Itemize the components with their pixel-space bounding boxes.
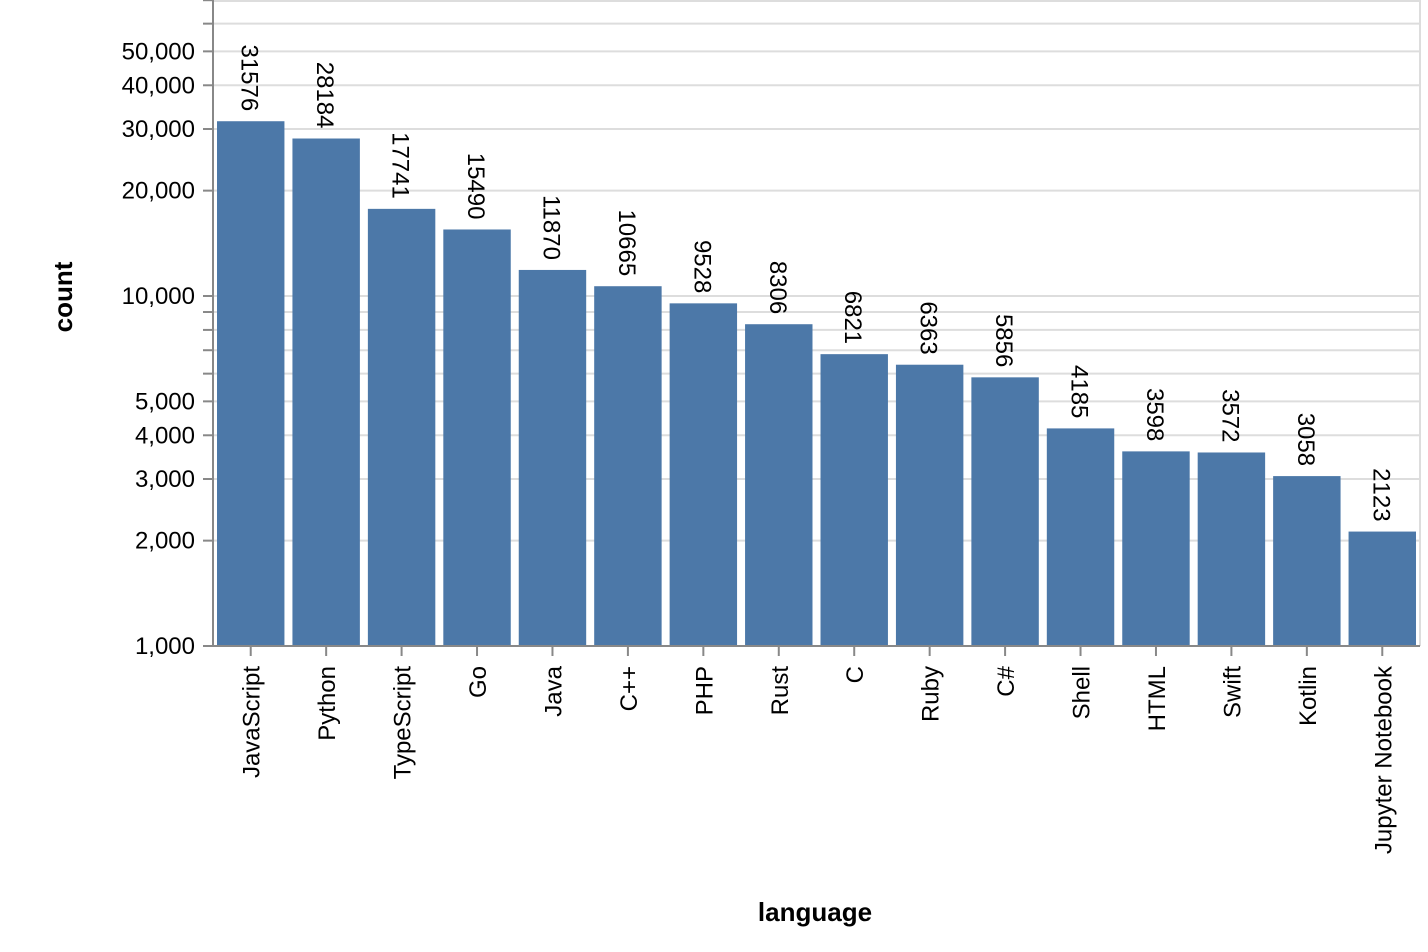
y-tick-label: 40,000 <box>122 72 195 99</box>
bar-typescript[interactable] <box>368 209 435 646</box>
bar-swift[interactable] <box>1198 452 1265 646</box>
x-tick-label: Swift <box>1219 666 1246 718</box>
x-tick-label: Go <box>465 666 492 698</box>
x-tick-label: TypeScript <box>390 666 417 780</box>
data-label: 2123 <box>1367 468 1394 521</box>
y-axis-title: count <box>48 261 78 332</box>
data-label: 11870 <box>537 195 564 260</box>
y-tick-label: 5,000 <box>135 388 195 415</box>
y-tick-label: 10,000 <box>122 283 195 310</box>
x-tick-label: Ruby <box>918 666 945 722</box>
data-label: 5856 <box>990 314 1017 367</box>
data-label: 3572 <box>1216 389 1243 442</box>
data-label: 4185 <box>1066 365 1093 418</box>
x-axis-title: language <box>758 897 872 927</box>
bar-c-[interactable] <box>594 286 661 646</box>
data-label: 3598 <box>1141 388 1168 441</box>
y-tick-label: 2,000 <box>135 528 195 555</box>
bar-shell[interactable] <box>1047 428 1114 646</box>
bar-php[interactable] <box>670 303 737 646</box>
x-tick-label: Java <box>540 665 567 716</box>
y-tick-label: 4,000 <box>135 422 195 449</box>
x-tick-label: Jupyter Notebook <box>1370 665 1397 854</box>
data-label: 9528 <box>688 240 715 293</box>
bar-javascript[interactable] <box>217 121 284 646</box>
bar-go[interactable] <box>443 229 510 646</box>
y-tick-label: 20,000 <box>122 178 195 205</box>
x-tick-label: JavaScript <box>239 666 266 778</box>
x-tick-label: C++ <box>616 666 643 711</box>
data-label: 3058 <box>1292 413 1319 466</box>
x-tick-label: Rust <box>767 666 794 716</box>
y-tick-label: 3,000 <box>135 466 195 493</box>
data-label: 15490 <box>462 153 489 220</box>
x-tick-label: Shell <box>1069 666 1096 719</box>
x-tick-label: PHP <box>691 666 718 715</box>
bar-html[interactable] <box>1122 451 1189 646</box>
data-label: 31576 <box>236 44 263 111</box>
x-tick-label: C <box>842 666 869 683</box>
x-tick-label: C# <box>993 665 1020 696</box>
data-label: 6363 <box>915 301 942 354</box>
y-tick-label: 1,000 <box>135 633 195 660</box>
data-label: 10665 <box>613 209 640 276</box>
y-tick-label: 30,000 <box>122 116 195 143</box>
bar-kotlin[interactable] <box>1273 476 1340 646</box>
bar-layer <box>217 121 1416 646</box>
bar-c-[interactable] <box>971 377 1038 646</box>
x-tick-label: Kotlin <box>1295 666 1322 726</box>
data-label: 6821 <box>839 291 866 344</box>
bar-rust[interactable] <box>745 324 812 646</box>
y-tick-label: 50,000 <box>122 38 195 65</box>
bar-ruby[interactable] <box>896 365 963 646</box>
x-tick-label: HTML <box>1144 666 1171 731</box>
bar-jupyter-notebook[interactable] <box>1349 532 1416 646</box>
data-label: 8306 <box>764 261 791 314</box>
data-label: 17741 <box>387 132 414 199</box>
bar-python[interactable] <box>292 138 359 646</box>
bar-java[interactable] <box>519 270 586 646</box>
data-label: 28184 <box>311 62 338 129</box>
x-tick-label: Python <box>314 666 341 741</box>
bar-c[interactable] <box>821 354 888 646</box>
